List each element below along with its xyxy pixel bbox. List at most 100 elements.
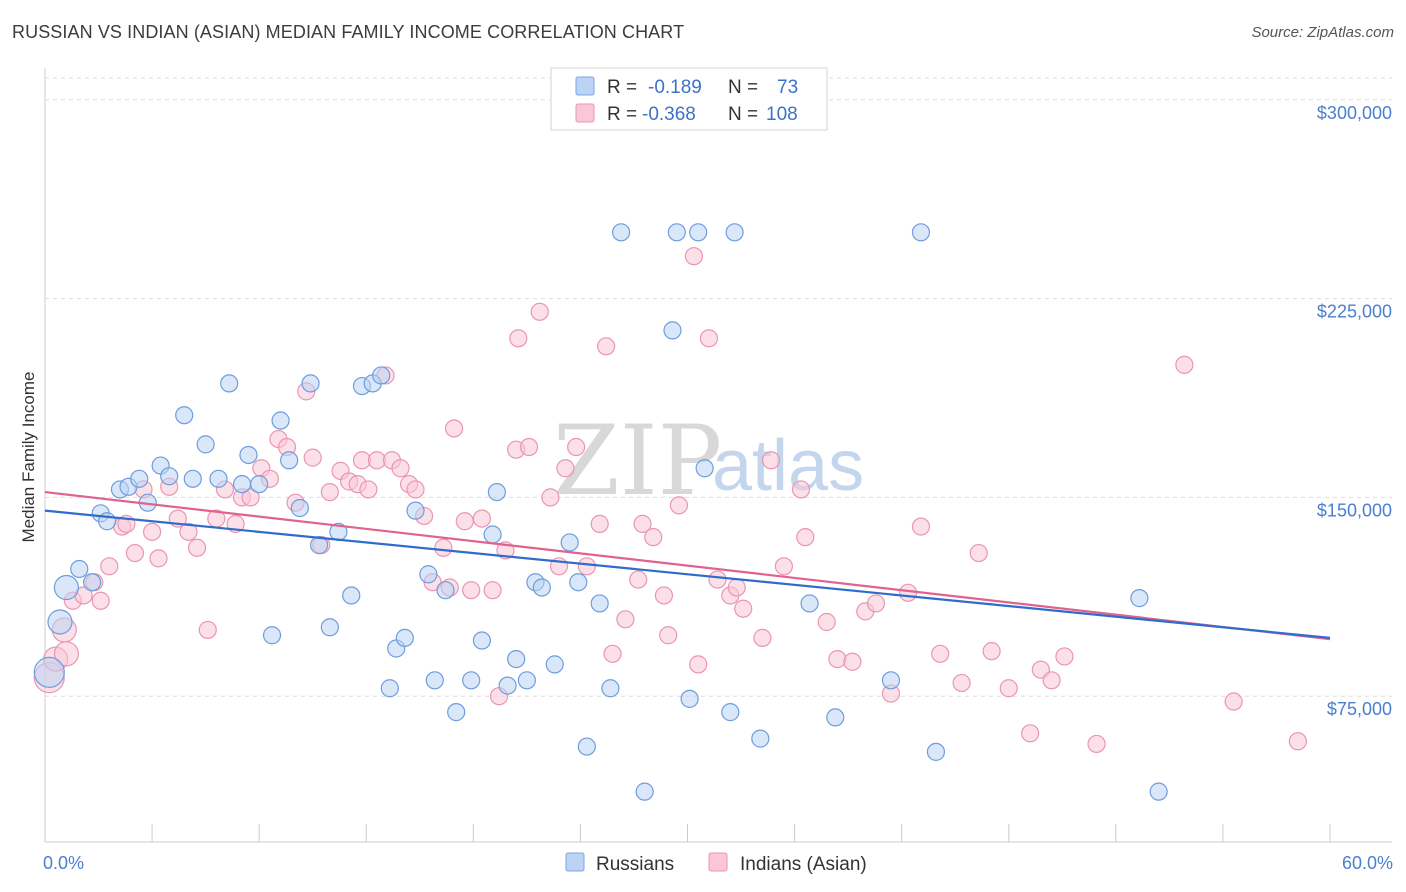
russians-point xyxy=(447,703,466,722)
russians-point xyxy=(425,671,444,690)
indians-point xyxy=(91,591,110,610)
russians-point xyxy=(487,482,506,502)
russians-point xyxy=(751,729,770,748)
russians-point xyxy=(395,628,414,647)
russians-point xyxy=(320,618,339,637)
indians-point xyxy=(699,329,719,348)
legend-indians-swatch xyxy=(708,852,728,872)
trend-lines xyxy=(44,490,1331,641)
russians-point xyxy=(250,475,269,494)
x-tick-labels: 0.0% 60.0% xyxy=(43,853,1393,873)
watermark-zip: ZIP xyxy=(553,405,722,517)
indians-point xyxy=(434,538,453,557)
indians-point xyxy=(303,448,322,467)
russians-point xyxy=(1149,782,1168,801)
russians-point xyxy=(70,559,89,579)
russians-point xyxy=(47,609,73,635)
indians-point xyxy=(774,557,793,576)
russians-point xyxy=(406,501,425,520)
indians-point xyxy=(567,437,586,457)
russians-points xyxy=(33,223,1168,801)
indians-point xyxy=(753,628,772,647)
indians-point xyxy=(462,581,481,600)
indians-point xyxy=(1055,647,1074,666)
indians-point xyxy=(911,517,931,536)
indians-point xyxy=(198,620,217,640)
legend-russians-label: Russians xyxy=(596,854,674,875)
russians-point xyxy=(635,782,654,801)
indians-point xyxy=(125,543,145,563)
indians-point xyxy=(952,673,971,693)
indians-point xyxy=(1042,671,1061,690)
indians-point xyxy=(590,514,609,533)
y-tick-labels: $75,000 $150,000 $225,000 $300,000 xyxy=(1317,103,1392,719)
indians-point xyxy=(629,570,648,589)
russians-point xyxy=(436,581,455,600)
indians-point xyxy=(1288,732,1307,751)
indians-point xyxy=(577,557,596,576)
russians-point xyxy=(560,533,579,552)
russians-point xyxy=(725,223,744,242)
russians-point xyxy=(517,671,536,690)
indians-point xyxy=(669,496,689,515)
indians-point xyxy=(320,482,339,502)
indians-point xyxy=(761,451,781,470)
indians-point xyxy=(556,459,575,478)
russians-point xyxy=(130,469,149,488)
russians-point xyxy=(342,586,361,605)
indians-point xyxy=(1224,692,1243,711)
russians-point xyxy=(826,708,845,727)
indians-point xyxy=(149,549,168,568)
indians-point xyxy=(597,337,616,356)
series-legend: Russians Indians (Asian) xyxy=(565,852,867,875)
russians-point xyxy=(160,467,179,486)
indians-point xyxy=(616,610,635,629)
indians-point xyxy=(444,419,464,438)
indians-point xyxy=(931,644,950,663)
watermark: ZIP atlas xyxy=(553,405,864,517)
indians-point xyxy=(898,583,918,602)
russians-point xyxy=(232,475,252,494)
n-label-russians: N = xyxy=(728,77,758,98)
russians-point xyxy=(53,574,80,601)
indians-point xyxy=(828,649,847,669)
russians-point xyxy=(590,594,609,613)
indians-point xyxy=(654,586,674,605)
russians-point xyxy=(545,655,564,674)
russians-trend-line xyxy=(44,509,1331,639)
russians-point xyxy=(1130,589,1149,608)
indians-point xyxy=(843,652,862,671)
watermark-atlas: atlas xyxy=(712,426,864,506)
indians-point xyxy=(483,581,502,600)
indians-point xyxy=(796,528,815,547)
indians-point xyxy=(866,594,886,613)
russians-point xyxy=(667,223,686,242)
russians-point xyxy=(881,671,901,690)
russians-point xyxy=(310,536,329,555)
legend-indians-label: Indians (Asian) xyxy=(740,854,867,875)
indians-point xyxy=(391,459,410,478)
n-label-indians: N = xyxy=(728,104,758,125)
n-value-russians: 73 xyxy=(777,77,798,98)
indians-point xyxy=(684,247,704,266)
indians-point xyxy=(689,655,708,674)
indians-point xyxy=(472,509,491,528)
stats-legend: R = -0.189 N = 73 R = -0.368 N = 108 xyxy=(550,67,828,131)
x-tick-label: 60.0% xyxy=(1342,853,1393,873)
indians-swatch xyxy=(575,103,595,123)
russians-point xyxy=(532,578,551,597)
indians-point xyxy=(999,679,1018,698)
russians-point xyxy=(507,649,526,669)
n-value-indians: 108 xyxy=(766,104,798,125)
indians-point xyxy=(1021,724,1040,743)
indians-point xyxy=(1175,355,1194,374)
russians-point xyxy=(911,223,931,242)
russians-point xyxy=(220,374,239,393)
indians-point xyxy=(1087,734,1106,754)
russians-point xyxy=(380,679,399,698)
russians-point xyxy=(271,411,290,430)
russians-point xyxy=(689,223,708,242)
r-label-russians: R = xyxy=(607,77,637,98)
russians-point xyxy=(498,676,517,695)
